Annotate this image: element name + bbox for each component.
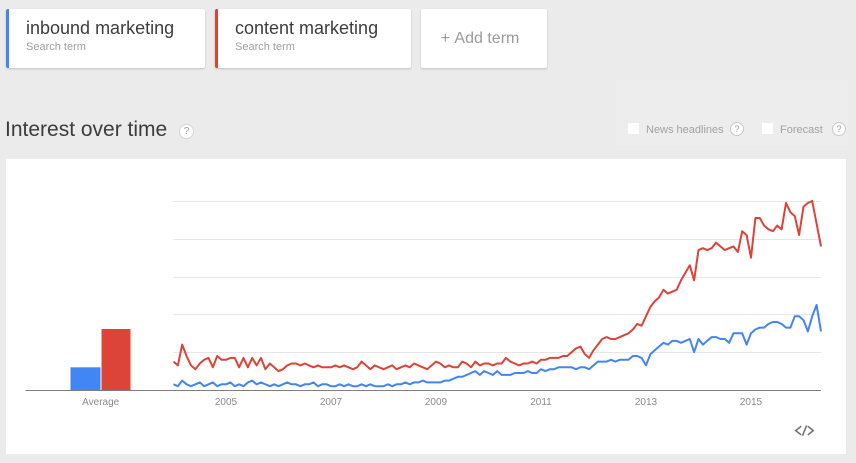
svg-text:2013: 2013	[635, 397, 658, 408]
svg-text:2009: 2009	[425, 397, 448, 408]
svg-text:2007: 2007	[320, 397, 343, 408]
svg-text:2011: 2011	[530, 397, 552, 408]
svg-text:2015: 2015	[740, 397, 763, 408]
svg-text:Average: Average	[82, 397, 120, 408]
svg-text:2005: 2005	[215, 397, 238, 408]
